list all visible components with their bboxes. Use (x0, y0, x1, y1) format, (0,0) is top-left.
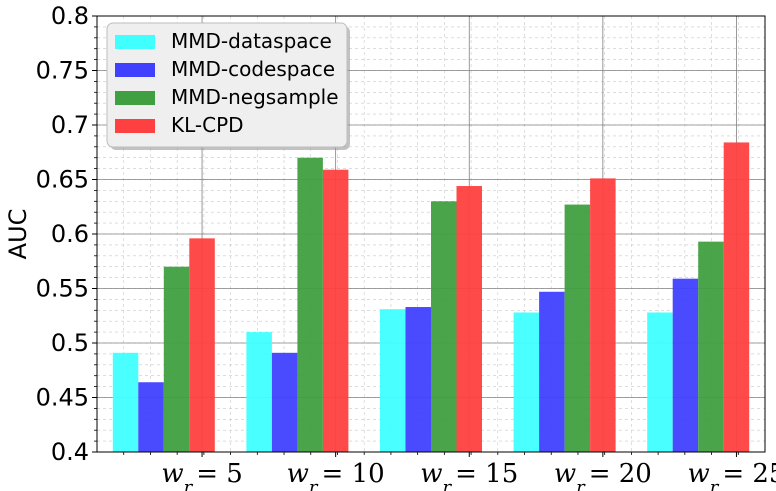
y-tick-label: 0.7 (51, 111, 89, 139)
legend-box (106, 22, 348, 148)
legend-label: KL-CPD (171, 113, 244, 137)
bar-mmd-negsample-4 (698, 241, 724, 452)
y-tick-label: 0.5 (51, 329, 89, 357)
bar-mmd-negsample-2 (431, 201, 457, 452)
legend-swatch (115, 35, 155, 49)
legend-swatch (115, 119, 155, 133)
bar-mmd-dataspace-1 (246, 332, 272, 452)
y-tick-label: 0.6 (51, 220, 89, 248)
legend-label: MMD-codespace (171, 57, 335, 81)
x-tick-label: wr = 10 (287, 459, 385, 491)
bar-kl-cpd-2 (456, 186, 482, 453)
bar-mmd-dataspace-4 (647, 312, 673, 452)
x-axis-ticks: wr= 5 wr= 10 wr= 15 wr= 20 wr= 25 (123, 452, 776, 491)
bar-kl-cpd-0 (189, 238, 215, 452)
y-tick-label: 0.65 (36, 166, 89, 194)
x-tick-label: wr = 20 (554, 459, 652, 491)
legend-swatch (115, 91, 155, 105)
legend: MMD-dataspace MMD-codespace MMD-negsample K… (106, 22, 350, 150)
bar-mmd-codespace-1 (271, 352, 298, 452)
legend-label: MMD-negsample (171, 85, 339, 109)
bar-kl-cpd-1 (322, 169, 349, 452)
bar-mmd-codespace-0 (138, 382, 164, 452)
legend-label: MMD-dataspace (171, 29, 332, 53)
x-tick-label: wr = 5 (161, 459, 242, 491)
y-tick-label: 0.4 (51, 438, 89, 466)
legend-swatch (115, 63, 155, 77)
bar-mmd-dataspace-3 (513, 312, 540, 452)
bar-mmd-codespace-4 (672, 278, 699, 452)
x-tick-label: wr= 25 (687, 459, 776, 491)
y-tick-label: 0.45 (36, 384, 89, 412)
bar-mmd-dataspace-2 (380, 309, 406, 452)
bar-mmd-dataspace-0 (112, 352, 139, 452)
bar-mmd-codespace-2 (405, 307, 431, 452)
bars-layer (112, 142, 750, 453)
y-axis-label: AUC (4, 209, 32, 260)
bar-kl-cpd-3 (590, 178, 616, 452)
bar-mmd-negsample-0 (163, 266, 190, 452)
bar-mmd-negsample-1 (297, 157, 323, 452)
x-tick-label: wr = 15 (420, 459, 518, 491)
y-tick-label: 0.8 (51, 2, 89, 30)
y-axis-ticks: 0.4 0.45 0.5 0.55 0.6 0.65 0.7 0.75 0.8 (36, 2, 97, 466)
y-tick-label: 0.75 (36, 57, 89, 85)
y-tick-label: 0.55 (36, 275, 89, 303)
bar-mmd-negsample-3 (564, 204, 591, 452)
bar-kl-cpd-4 (723, 142, 750, 452)
bar-mmd-codespace-3 (539, 291, 565, 452)
